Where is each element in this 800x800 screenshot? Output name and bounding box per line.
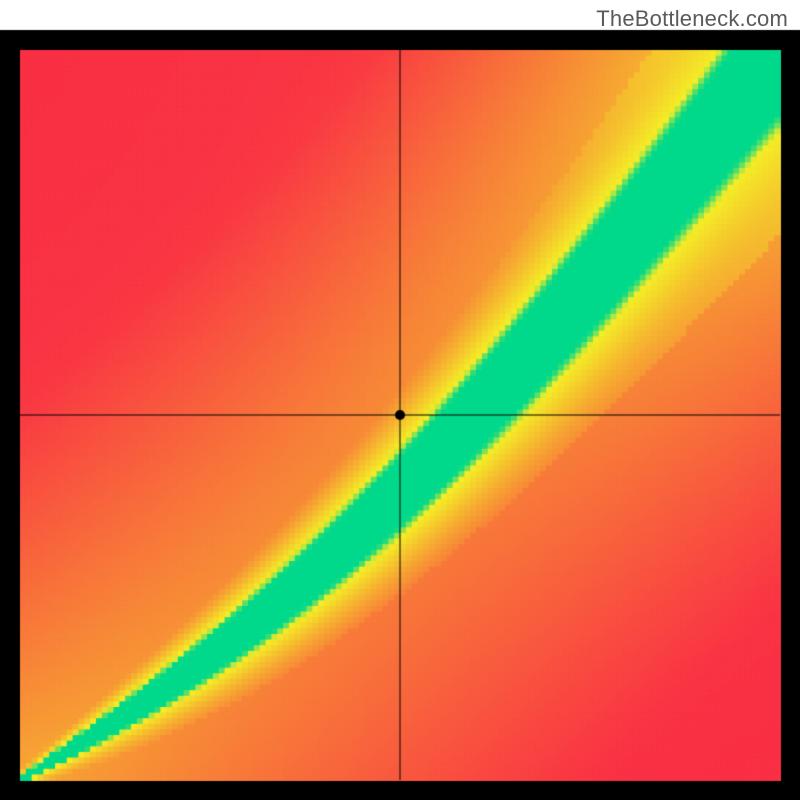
bottleneck-heatmap [0, 0, 800, 800]
attribution-label: TheBottleneck.com [596, 6, 788, 32]
chart-container: TheBottleneck.com [0, 0, 800, 800]
